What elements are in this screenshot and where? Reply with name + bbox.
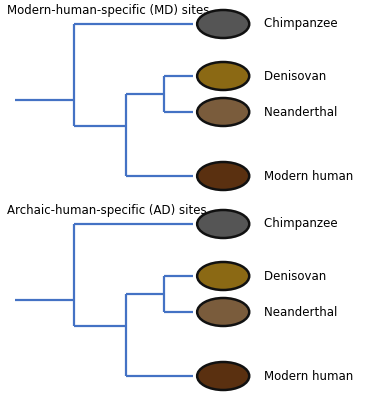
- Text: Neanderthal: Neanderthal: [264, 306, 341, 318]
- Circle shape: [197, 210, 249, 238]
- Circle shape: [197, 298, 249, 326]
- Text: Modern human: Modern human: [264, 170, 357, 182]
- Circle shape: [197, 362, 249, 390]
- Text: Chimpanzee: Chimpanzee: [264, 18, 341, 30]
- Text: Archaic-human-specific (AD) sites: Archaic-human-specific (AD) sites: [7, 204, 207, 217]
- Circle shape: [197, 262, 249, 290]
- Circle shape: [197, 62, 249, 90]
- Circle shape: [197, 162, 249, 190]
- Text: Denisovan: Denisovan: [264, 70, 330, 82]
- Text: Modern human: Modern human: [264, 370, 357, 382]
- Text: Chimpanzee: Chimpanzee: [264, 218, 341, 230]
- Circle shape: [197, 98, 249, 126]
- Circle shape: [197, 10, 249, 38]
- Text: Denisovan: Denisovan: [264, 270, 330, 282]
- Text: Neanderthal: Neanderthal: [264, 106, 341, 118]
- Text: Modern-human-specific (MD) sites: Modern-human-specific (MD) sites: [7, 4, 210, 17]
